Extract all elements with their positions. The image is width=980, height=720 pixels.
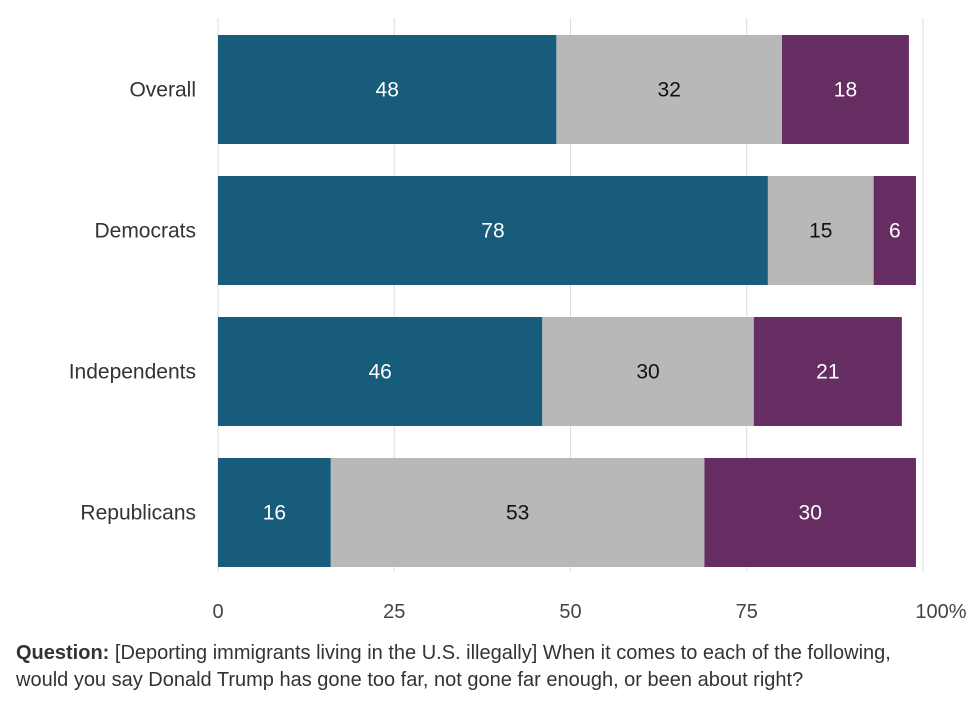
data-label: 78 — [481, 220, 504, 243]
question-text: [Deporting immigrants living in the U.S.… — [16, 642, 891, 691]
question-note: Question: [Deporting immigrants living i… — [16, 640, 946, 694]
x-tick-label: 25 — [383, 601, 405, 623]
bar-segment — [542, 317, 754, 426]
category-label: Republicans — [80, 502, 196, 525]
data-label: 32 — [658, 79, 681, 102]
data-label: 30 — [799, 502, 822, 525]
data-label: 21 — [816, 361, 839, 384]
bar-segment — [218, 176, 768, 285]
data-label: 18 — [834, 79, 857, 102]
category-label: Overall — [129, 79, 196, 102]
category-label: Democrats — [94, 220, 196, 243]
data-label: 6 — [889, 220, 901, 243]
data-label: 15 — [809, 220, 832, 243]
x-tick-label: 50 — [559, 601, 581, 623]
bar-segment — [556, 35, 782, 144]
question-label: Question: — [16, 642, 110, 664]
category-label: Independents — [69, 361, 196, 384]
bar-segment — [218, 317, 543, 426]
bar-segment — [218, 458, 331, 567]
x-tick-label: 0 — [212, 601, 223, 623]
data-label: 30 — [636, 361, 659, 384]
x-tick-label: 75 — [736, 601, 758, 623]
bar-segment — [330, 458, 705, 567]
x-tick-label: 100% — [915, 601, 966, 623]
bar-segment — [753, 317, 902, 426]
data-label: 16 — [263, 502, 286, 525]
bar-segment — [782, 35, 909, 144]
bar-segment — [704, 458, 916, 567]
data-label: 48 — [376, 79, 399, 102]
stacked-bar-chart: 0 25 50 75 100% Overall 48 32 18 Democrats 78 15 6 In… — [69, 18, 967, 623]
bar-segment — [767, 176, 874, 285]
bar-segment — [218, 35, 557, 144]
bar-segment — [873, 176, 916, 285]
data-label: 46 — [368, 361, 391, 384]
data-label: 53 — [506, 502, 529, 525]
